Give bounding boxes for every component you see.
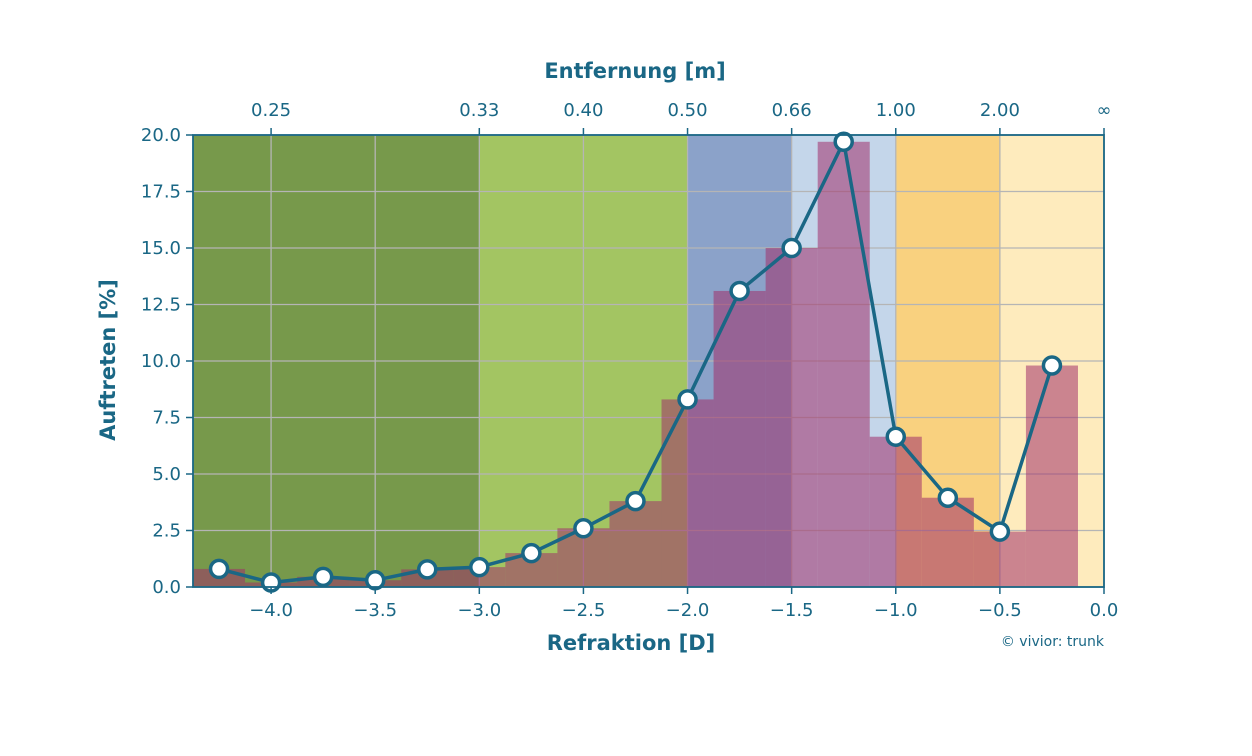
y-tick-label-4: 10.0 — [141, 351, 181, 372]
y-tick-label-7: 17.5 — [141, 182, 181, 203]
y-tick-label-8: 20.0 — [141, 125, 181, 146]
point-10 — [729, 280, 750, 302]
x-tick-label-8: 0.0 — [1090, 600, 1119, 621]
point-15 — [989, 521, 1011, 542]
top-tick-label-0: 0.25 — [251, 100, 291, 121]
bar-13 — [869, 436, 922, 587]
axis-ticks: −4.0 −3.5 −3.0 −2.5 −2.0 −1.5 −1.0 −0.5 0.0 0.0 2.… — [141, 100, 1118, 621]
point-6 — [521, 542, 542, 564]
bar-11 — [765, 248, 818, 587]
point-16 — [1041, 355, 1063, 376]
bar-14 — [921, 497, 974, 587]
point-13 — [885, 426, 907, 447]
top-tick-label-3: 0.50 — [668, 100, 708, 121]
point-8 — [625, 490, 646, 512]
top-tick-label-2: 0.40 — [563, 100, 603, 121]
point-7 — [573, 517, 594, 539]
point-12 — [833, 131, 854, 153]
point-11 — [781, 237, 802, 259]
x-tick-label-5: −1.5 — [770, 600, 814, 621]
bar-8 — [609, 501, 662, 587]
y-tick-label-5: 12.5 — [141, 295, 181, 316]
bar-12 — [817, 141, 870, 587]
bar-16 — [1025, 365, 1078, 587]
bar-10 — [713, 290, 766, 587]
x-tick-label-1: −3.5 — [353, 600, 397, 621]
y-tick-label-1: 2.5 — [152, 521, 181, 542]
x-axis-title: Refraktion [D] — [547, 631, 716, 655]
x-tick-label-7: −0.5 — [978, 600, 1022, 621]
top-tick-label-1: 0.33 — [459, 100, 499, 121]
point-0 — [208, 558, 230, 580]
bar-9 — [661, 399, 714, 587]
point-14 — [937, 487, 959, 508]
point-9 — [677, 389, 698, 410]
y-tick-label-3: 7.5 — [152, 408, 181, 429]
y-tick-label-6: 15.0 — [141, 238, 181, 259]
y-tick-label-2: 5.0 — [152, 464, 181, 485]
y-tick-label-0: 0.0 — [152, 577, 181, 598]
data-point-markers — [208, 131, 1063, 593]
x-tick-label-0: −4.0 — [249, 600, 293, 621]
top-tick-label-5: 1.00 — [876, 100, 916, 121]
x-tick-label-2: −3.0 — [457, 600, 501, 621]
credit-text: © vivior: trunk — [1001, 634, 1105, 650]
x-tick-label-6: −1.0 — [874, 600, 918, 621]
top-tick-label-7: ∞ — [1097, 100, 1112, 121]
top-tick-label-4: 0.66 — [772, 100, 812, 121]
point-4 — [417, 559, 438, 580]
x-tick-label-4: −2.0 — [666, 600, 710, 621]
point-5 — [469, 556, 490, 578]
x-tick-label-3: −2.5 — [562, 600, 606, 621]
top-axis-title: Entfernung [m] — [544, 59, 725, 83]
top-tick-label-6: 2.00 — [980, 100, 1020, 121]
y-axis-title: Auftreten [%] — [96, 279, 120, 441]
point-2 — [312, 566, 334, 588]
